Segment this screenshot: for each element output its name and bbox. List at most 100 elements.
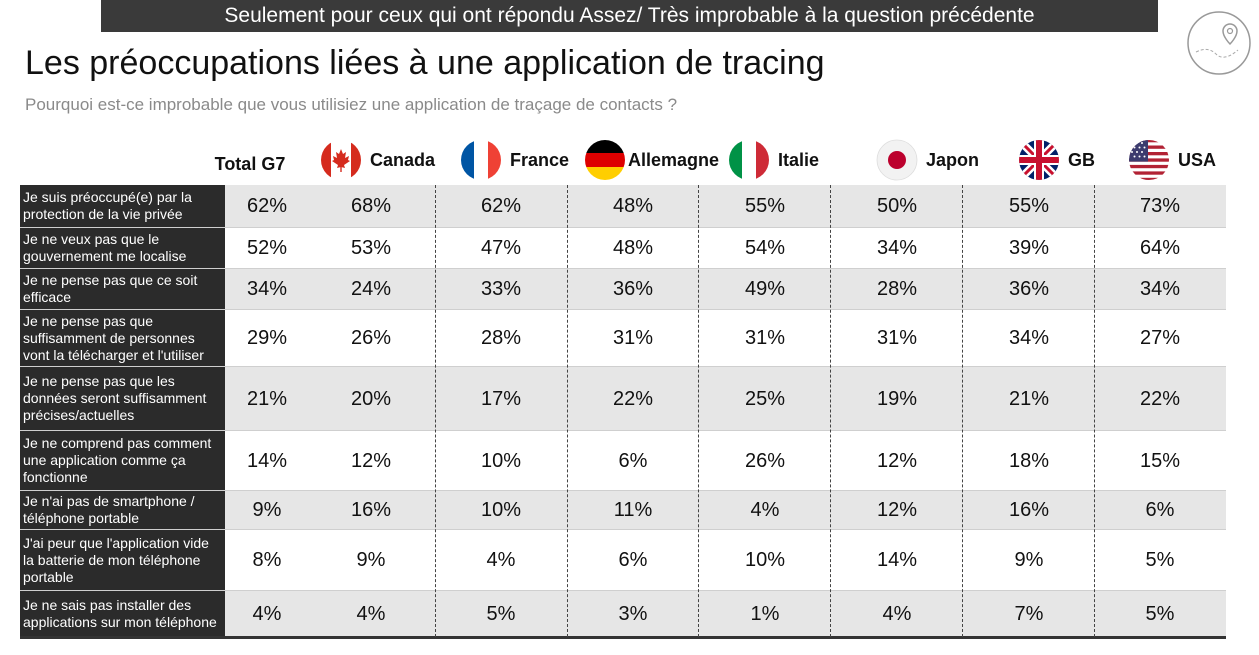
column-divider [567,185,568,637]
table-cell: 68% [350,195,392,217]
table-cell: 25% [744,387,786,410]
table-cell: 39% [1008,237,1050,259]
column-label-italie: Italie [778,149,820,170]
table-cell: 16% [350,499,392,521]
table-cell: 5% [1145,549,1175,571]
table-cell: 12% [350,449,392,472]
table-cell: 4% [882,602,912,625]
row-label: Je ne veux pas que le gouvernement me lo… [20,228,225,268]
table-cell: 6% [1145,499,1175,521]
table-cell: 50% [876,195,918,217]
table-cell: 36% [1008,278,1050,300]
table-cell: 9% [1014,549,1044,571]
table-cell: 31% [876,327,918,349]
row-separator [20,490,1226,491]
column-divider [698,185,699,637]
table-cell: 24% [350,278,392,300]
table-cell: 28% [480,327,522,349]
table-cell: 48% [612,195,654,217]
table-cell: 10% [480,499,522,521]
table-cell: 34% [1139,278,1181,300]
table-cell: 22% [1139,387,1181,410]
table-cell: 4% [252,602,282,625]
column-label-gb: GB [1068,149,1095,170]
table-cell: 21% [246,387,288,410]
table-cell: 17% [480,387,522,410]
row-separator [20,590,1226,591]
column-header-total-g7: Total G7 [214,154,286,174]
row-label: J'ai peur que l'application vide la batt… [20,530,225,590]
row-label: Je ne pense pas que ce soit efficace [20,269,225,309]
table-cell: 21% [1008,387,1050,410]
table-cell: 14% [876,549,918,571]
table-cell: 73% [1139,195,1181,217]
column-header-japon: Japon [876,138,979,182]
row-separator [20,268,1226,269]
table-cell: 10% [744,549,786,571]
table-cell: 31% [744,327,786,349]
france-flag-icon [461,140,501,180]
table-cell: 1% [750,602,780,625]
japan-flag-icon [876,139,918,181]
table-cell: 9% [356,549,386,571]
table-cell: 47% [480,237,522,259]
table-cell: 4% [486,549,516,571]
table-cell: 9% [252,499,282,521]
row-label: Je suis préoccupé(e) par la protection d… [20,185,225,227]
table-cell: 18% [1008,449,1050,472]
usa-flag-icon [1129,140,1169,180]
table-cell: 19% [876,387,918,410]
column-header-canada: Canada [320,138,435,182]
column-header-france: France [460,138,569,182]
column-label-allemagne: Allemagne [628,149,720,170]
canada-flag-icon [321,140,361,180]
table-cell: 55% [1008,195,1050,217]
table-cell: 55% [744,195,786,217]
table-cell: 54% [744,237,786,259]
column-label-canada: Canada [370,149,436,170]
table-cell: 14% [246,449,288,472]
table-cell: 6% [618,549,648,571]
table-cell: 16% [1008,499,1050,521]
table-cell: 26% [744,449,786,472]
table-cell: 28% [876,278,918,300]
row-label: Je ne pense pas que les données seront s… [20,367,225,430]
row-label: Je ne sais pas installer des application… [20,591,225,636]
row-separator [20,366,1226,367]
column-divider [830,185,831,637]
table-cell: 3% [618,602,648,625]
table-cell: 12% [876,449,918,472]
table-cell: 4% [750,499,780,521]
table-cell: 5% [486,602,516,625]
row-separator [20,636,1226,639]
table-cell: 33% [480,278,522,300]
column-label-usa: USA [1178,149,1217,170]
table-cell: 31% [612,327,654,349]
table-cell: 34% [246,278,288,300]
filter-banner: Seulement pour ceux qui ont répondu Asse… [101,0,1158,32]
column-divider [435,185,436,637]
column-header-allemagne: Allemagne [584,138,719,182]
column-divider [962,185,963,637]
page-subtitle: Pourquoi est-ce improbable que vous util… [25,95,678,114]
italy-flag-icon [729,140,769,180]
table-cell: 62% [480,195,522,217]
table-cell: 15% [1139,449,1181,472]
table-cell: 27% [1139,327,1181,349]
table-cell: 34% [876,237,918,259]
row-separator [20,227,1226,228]
table-cell: 6% [618,449,648,472]
location-pin-logo-icon [1187,11,1251,75]
table-cell: 53% [350,237,392,259]
table-cell: 26% [350,327,392,349]
column-header-italie: Italie [728,138,819,182]
table-cell: 8% [252,549,282,571]
table-cell: 48% [612,237,654,259]
column-divider [1094,185,1095,637]
table-cell: 12% [876,499,918,521]
column-header-gb: GB [1018,138,1095,182]
table-cell: 52% [246,237,288,259]
table-cell: 10% [480,449,522,472]
germany-flag-icon [585,140,625,180]
column-header-usa: USA [1128,138,1216,182]
